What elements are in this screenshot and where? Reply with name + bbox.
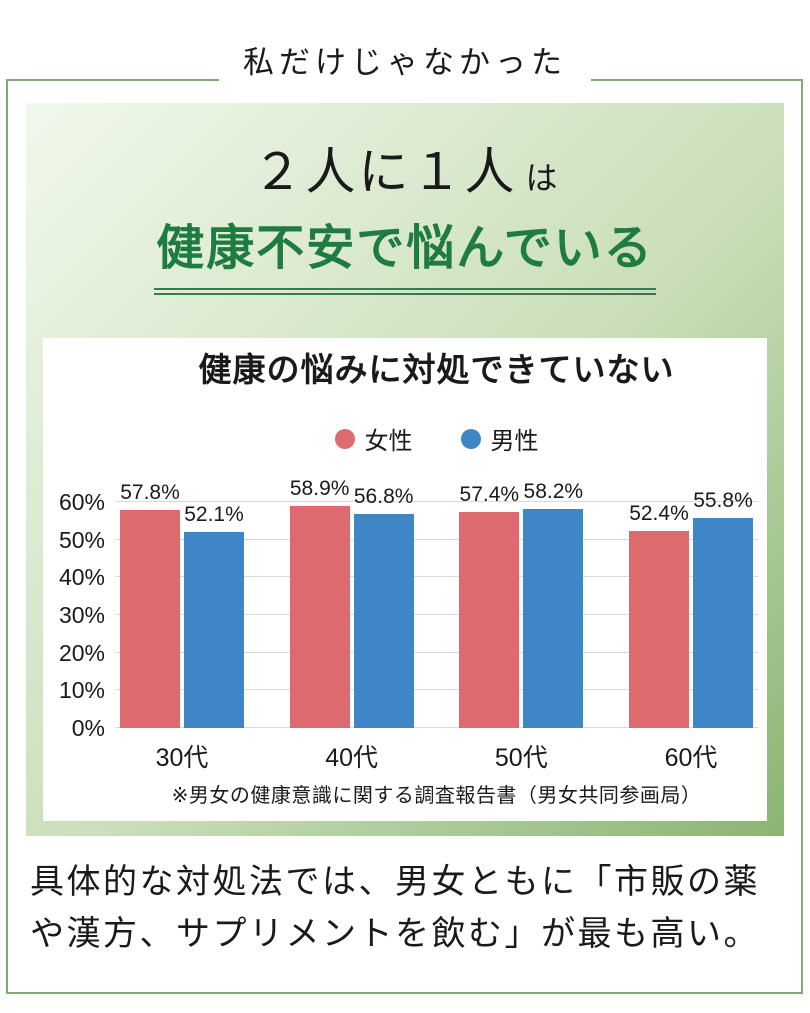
bottom-paragraph: 具体的な対処法では、男女ともに「市販の薬 や漢方、サプリメントを飲む」が最も高い… (30, 856, 790, 960)
bar-男性-40代: 56.8% (353, 485, 414, 728)
x-axis-category-label: 40代 (325, 744, 379, 772)
y-axis-tick-label: 30% (58, 602, 105, 628)
bar-group-40代: 58.9% 56.8% (289, 477, 414, 728)
gridline-60% (115, 501, 758, 502)
y-axis-tick-label: 20% (58, 639, 105, 666)
headline-emphasis: 健康不安で悩んでいる (156, 222, 654, 275)
legend-label: 女性 (364, 428, 413, 455)
gridline-0% (115, 727, 758, 728)
y-axis-tick-label: 60% (58, 489, 105, 515)
bar-value-label: 52.4% (629, 501, 689, 525)
bar-女性-30代: 57.8% (120, 481, 180, 728)
gridline-10% (115, 689, 758, 691)
y-axis-tick-label: 0% (71, 715, 105, 741)
gridline-40% (115, 576, 758, 578)
bar-value-label: 58.2% (523, 479, 584, 503)
chart-title: 健康の悩みに対処できていない (198, 351, 675, 388)
bar-男性-60代: 55.8% (692, 489, 753, 728)
bar-group-60代: 52.4% 55.8% (628, 489, 753, 728)
legend-label: 男性 (490, 428, 539, 455)
headline-main: ２人に１人 (252, 144, 518, 200)
gridline-20% (115, 651, 758, 653)
bar-value-label: 55.8% (693, 488, 753, 512)
bar-value-label: 57.4% (459, 482, 520, 506)
y-axis-tick-label: 50% (58, 526, 105, 553)
bottom-paragraph-line-1: 具体的な対処法では、男女ともに「市販の薬 (30, 863, 760, 901)
bar-group-30代: 57.8% 52.1% (120, 481, 244, 728)
bar-value-label: 56.8% (353, 485, 414, 509)
underline-top (154, 288, 656, 290)
bottom-paragraph-line-2: や漢方、サプリメントを飲む」が最も高い。 (30, 915, 760, 953)
y-axis: 0% 10% 20% 30% 40% 50% 60% (43, 490, 105, 740)
bar-value-label: 57.8% (120, 481, 180, 505)
plot-area: 57.8% 52.1% 58.9% 56.8% 57.4% 58.2% 52.4% 55.8% (115, 477, 758, 728)
source-note: ※男女の健康意識に関する調査報告書（男女共同参画局） (171, 785, 702, 807)
headline-particle: は (525, 160, 558, 196)
bar-男性-50代: 58.2% (523, 480, 584, 728)
tagline: 私だけじゃなかった (219, 41, 591, 85)
bars-container: 57.8% 52.1% 58.9% 56.8% 57.4% 58.2% 52.4% 55.8% (115, 477, 758, 728)
x-axis-category-label: 50代 (494, 744, 548, 772)
legend-item-女性: 女性 (334, 421, 413, 456)
x-axis: 30代 40代 50代 60代 (115, 738, 758, 774)
legend-color-dot (334, 428, 355, 449)
x-axis-category-label: 30代 (155, 744, 209, 772)
gridline-30% (115, 614, 758, 615)
bar-女性-50代: 57.4% (459, 483, 520, 728)
y-axis-tick-label: 40% (58, 564, 105, 591)
gridline-50% (115, 538, 758, 540)
bar-女性-60代: 52.4% (628, 502, 689, 728)
bar-女性-40代: 58.9% (289, 477, 350, 728)
green-gradient-panel: ２人に１人は 健康不安で悩んでいる 健康の悩みに対処できていない 女性 男性 0%… (26, 103, 784, 836)
y-axis-tick-label: 10% (58, 677, 105, 704)
bar-男性-30代: 52.1% (184, 503, 244, 728)
bar-value-label: 58.9% (289, 477, 350, 501)
chart-card: 健康の悩みに対処できていない 女性 男性 0% 10% 20% 30% 40% 50% 60%… (43, 338, 767, 821)
bar-value-label: 52.1% (184, 502, 244, 526)
chart-legend: 女性 男性 (115, 421, 758, 456)
legend-color-dot (460, 428, 481, 449)
x-axis-category-label: 60代 (664, 744, 718, 772)
bar-group-50代: 57.4% 58.2% (459, 480, 584, 728)
headline: ２人に１人は (26, 103, 784, 211)
double-underline (154, 288, 656, 295)
underline-bottom (154, 293, 656, 295)
legend-item-男性: 男性 (460, 421, 539, 456)
